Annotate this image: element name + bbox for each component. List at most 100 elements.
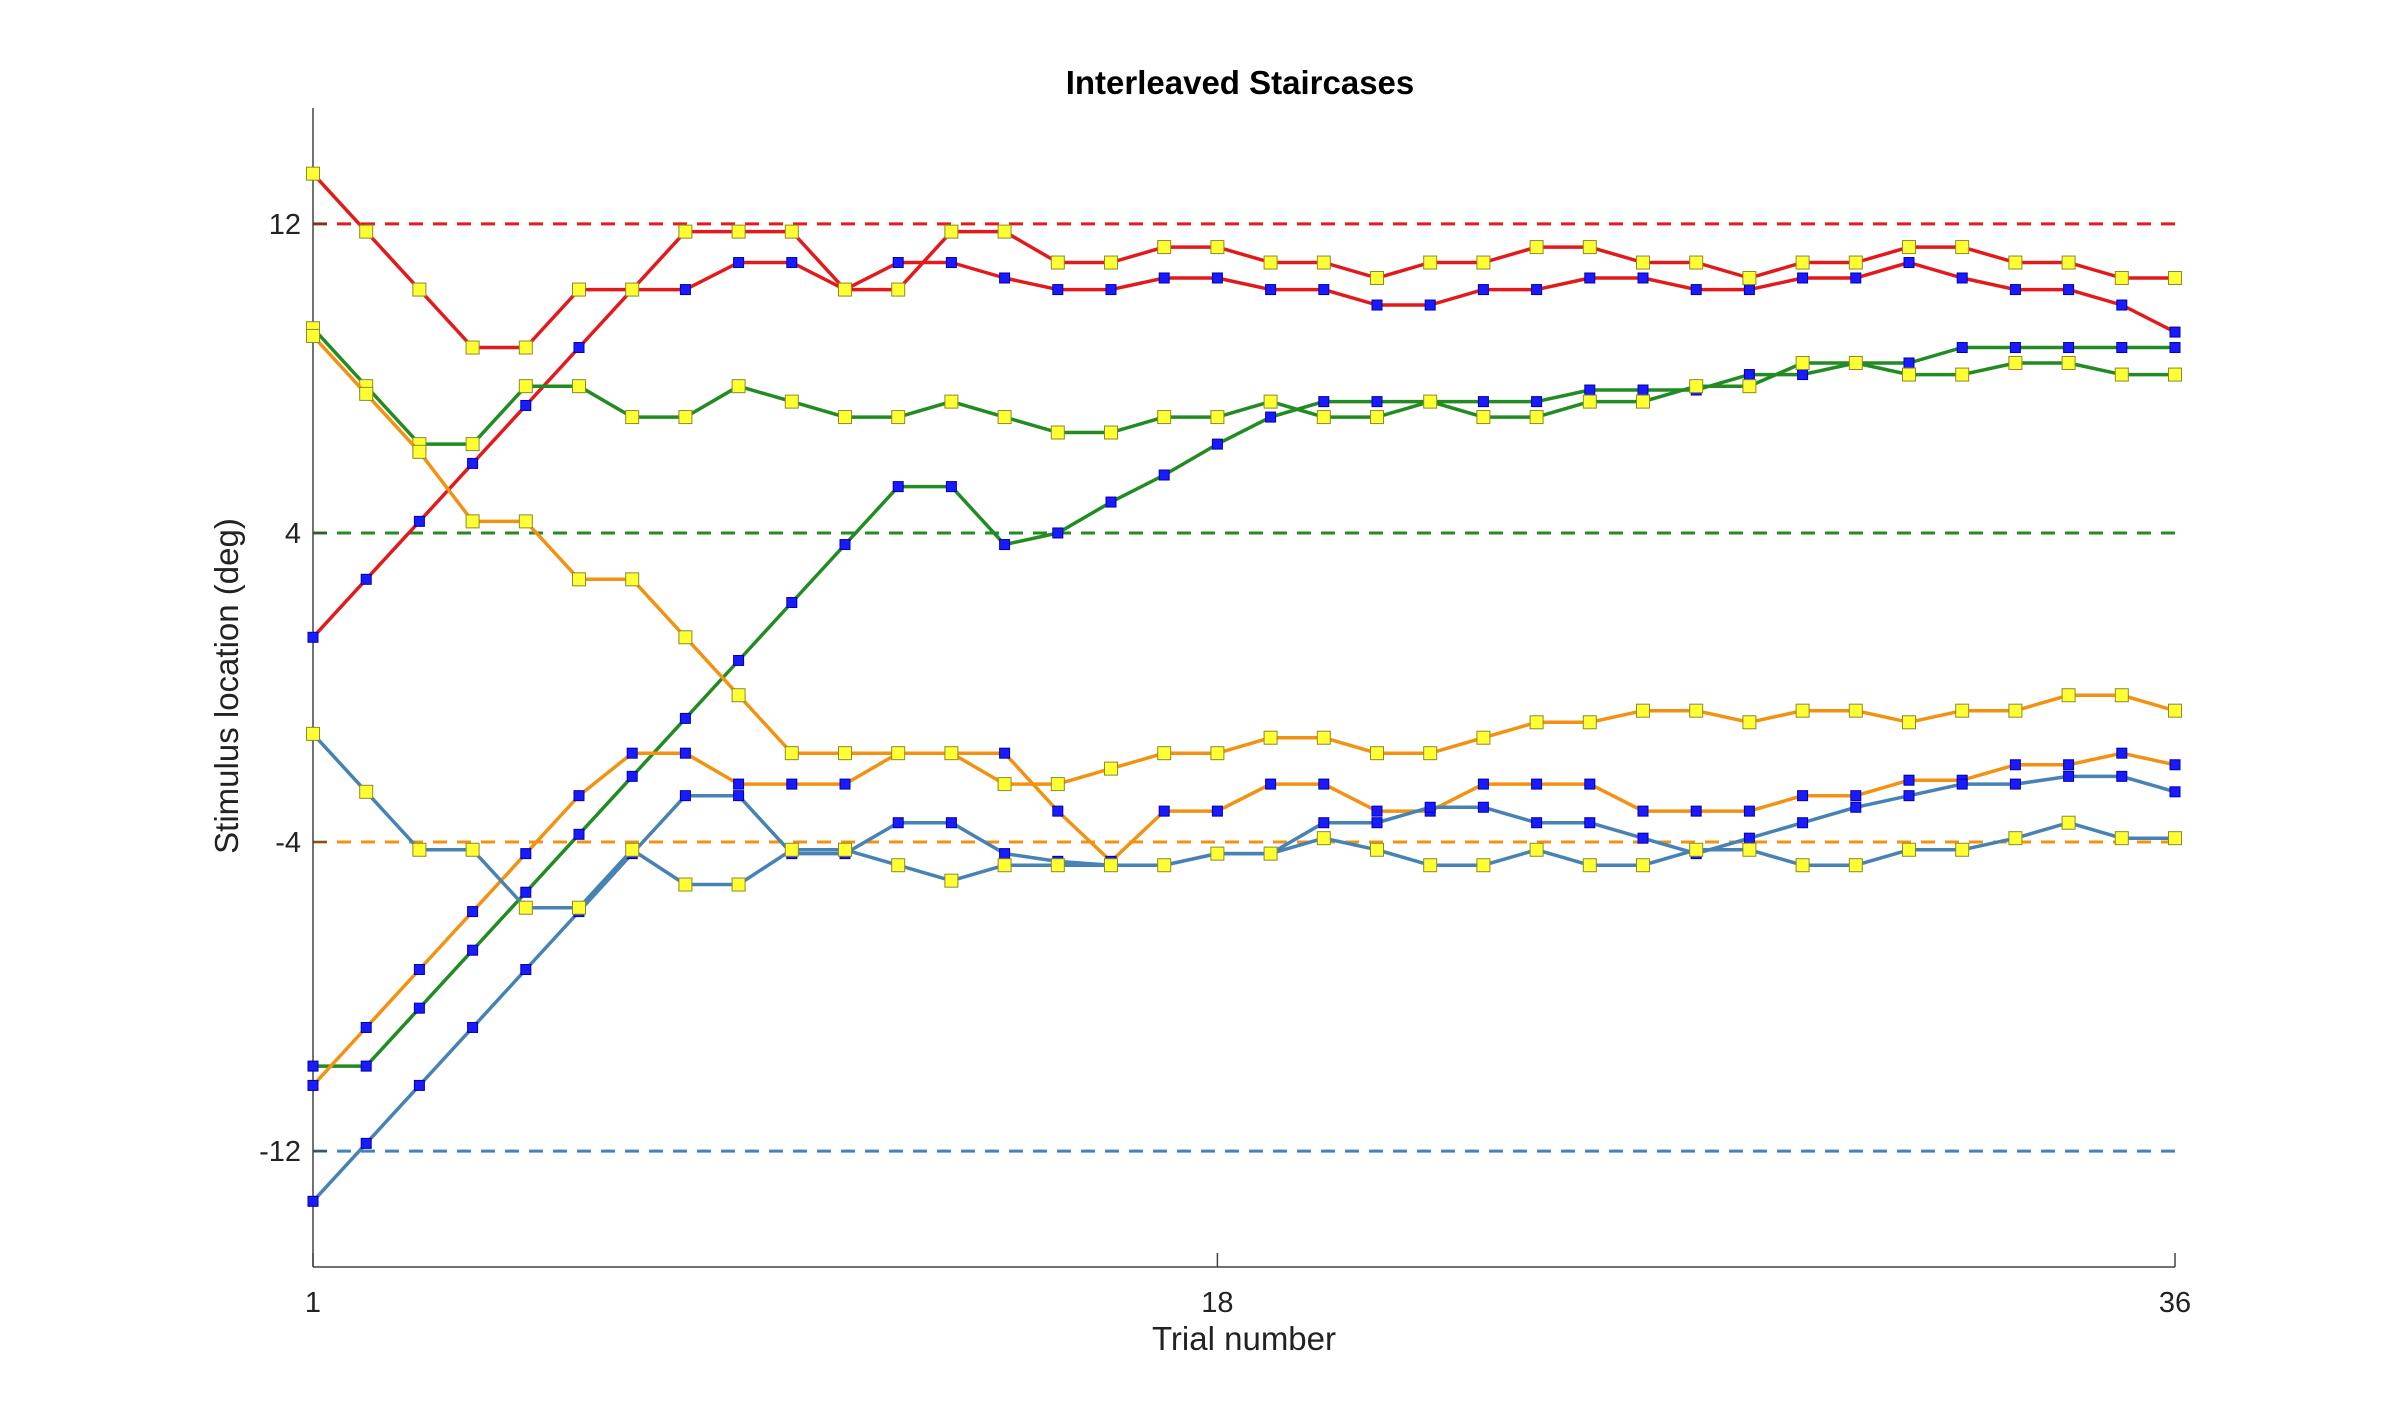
chart-title: Interleaved Staircases <box>1066 64 1415 101</box>
data-point <box>1371 817 1383 829</box>
data-point <box>679 747 691 759</box>
data-point <box>1211 272 1223 284</box>
data-point <box>784 746 799 761</box>
data-point <box>1637 832 1649 844</box>
data-point <box>678 410 693 425</box>
data-point <box>518 379 533 394</box>
data-point <box>1903 357 1915 369</box>
series-2 <box>307 342 2181 1072</box>
data-point <box>518 514 533 529</box>
data-point <box>1052 527 1064 539</box>
data-point <box>784 842 799 857</box>
data-point <box>1742 715 1757 730</box>
data-point <box>733 778 745 790</box>
data-point <box>1263 730 1278 745</box>
data-point <box>467 1021 479 1033</box>
data-point <box>572 572 586 587</box>
data-point <box>733 654 745 666</box>
data-point <box>2061 688 2076 703</box>
data-point <box>1210 846 1225 861</box>
data-point <box>1848 703 1863 718</box>
data-point <box>2168 831 2182 846</box>
data-point <box>731 877 746 892</box>
data-point <box>1105 284 1117 296</box>
data-point <box>2008 831 2023 846</box>
data-point <box>2169 759 2181 771</box>
data-point <box>1743 369 1755 381</box>
data-point <box>891 282 906 297</box>
data-point <box>1582 858 1597 873</box>
data-point <box>625 842 640 857</box>
data-point <box>465 514 480 529</box>
data-point <box>307 631 319 643</box>
data-point <box>731 688 746 703</box>
data-point <box>2114 367 2129 382</box>
data-point <box>1689 703 1704 718</box>
data-point <box>1210 410 1225 425</box>
data-point <box>360 1137 372 1149</box>
data-point <box>838 282 852 297</box>
data-point <box>573 342 585 354</box>
data-point <box>2008 255 2023 270</box>
data-point <box>1956 272 1968 284</box>
data-point <box>1265 778 1277 790</box>
data-point <box>679 284 691 296</box>
data-point <box>1848 858 1863 873</box>
data-point <box>2061 815 2076 830</box>
data-point <box>1158 805 1170 817</box>
series-line-0 <box>311 260 2176 639</box>
x-tick-label-2: 36 <box>2159 1287 2191 1319</box>
data-point <box>626 770 638 782</box>
data-point <box>359 386 374 401</box>
data-point <box>2061 355 2076 370</box>
data-point <box>786 778 798 790</box>
data-point <box>839 778 851 790</box>
data-point <box>784 394 799 409</box>
data-point <box>360 1021 372 1033</box>
data-point <box>1157 858 1172 873</box>
data-point <box>997 410 1012 425</box>
data-point <box>307 1079 319 1091</box>
data-point <box>733 257 745 269</box>
data-point <box>1848 355 1863 370</box>
data-point <box>1211 438 1223 450</box>
series-6 <box>307 770 2181 1207</box>
data-point <box>413 515 425 527</box>
series-line-4 <box>311 751 2176 1087</box>
data-point <box>1529 842 1544 857</box>
data-point <box>1371 396 1383 408</box>
data-point <box>520 964 532 976</box>
data-point <box>1050 858 1065 873</box>
data-point <box>1795 703 1810 718</box>
data-point <box>1743 832 1755 844</box>
data-point <box>1584 778 1596 790</box>
data-point <box>733 790 745 802</box>
data-point <box>1795 355 1810 370</box>
data-point <box>518 340 533 355</box>
data-point <box>520 886 532 898</box>
data-point <box>1104 255 1118 270</box>
data-point <box>1318 396 1330 408</box>
data-point <box>2114 270 2129 285</box>
data-point <box>520 848 532 860</box>
y-tick-label-1: 4 <box>285 518 301 550</box>
data-point <box>1637 805 1649 817</box>
data-point <box>1902 715 1916 730</box>
data-point <box>2063 342 2075 354</box>
data-point <box>999 272 1011 284</box>
data-point <box>1584 817 1596 829</box>
data-point <box>678 630 693 645</box>
data-point <box>891 746 906 761</box>
data-point <box>891 410 906 425</box>
data-point <box>1795 858 1810 873</box>
data-point <box>997 858 1012 873</box>
data-point <box>2009 759 2021 771</box>
data-point <box>1477 801 1489 813</box>
data-point <box>1424 801 1436 813</box>
data-point <box>467 457 479 469</box>
data-point <box>1955 703 1970 718</box>
data-point <box>1477 284 1489 296</box>
data-point <box>945 481 957 493</box>
data-point <box>786 597 798 609</box>
data-point <box>1742 270 1757 285</box>
